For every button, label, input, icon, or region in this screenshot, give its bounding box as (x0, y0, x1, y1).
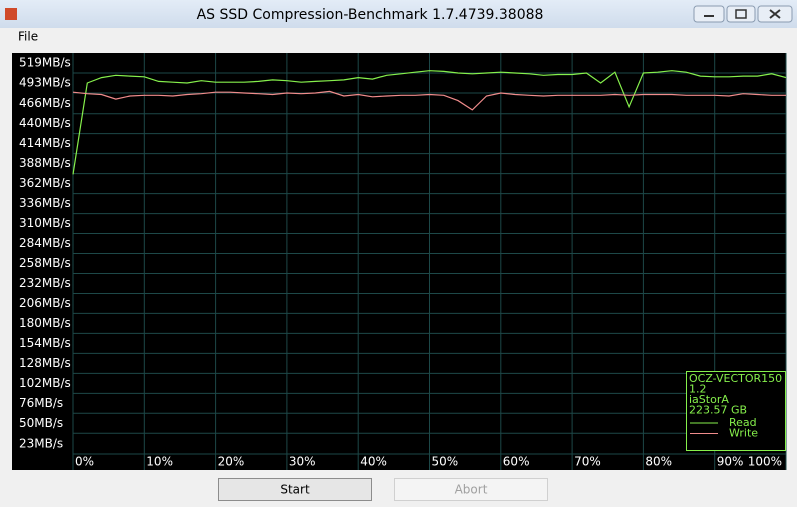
y-tick-label: 362MB/s (19, 176, 71, 190)
y-tick-label: 493MB/s (19, 75, 71, 89)
x-tick-label: 0% (75, 455, 94, 469)
minimize-button[interactable] (693, 5, 725, 23)
x-tick-label: 70% (574, 455, 601, 469)
menu-file[interactable]: File (18, 30, 38, 44)
series-line (72, 90, 786, 111)
x-tick-label: 100% (748, 455, 782, 469)
start-button[interactable] (218, 478, 372, 501)
x-tick-label: 40% (360, 455, 387, 469)
y-tick-label: 284MB/s (19, 236, 71, 250)
legend-info: iaStorA (689, 393, 729, 406)
y-tick-label: 258MB/s (19, 256, 71, 270)
x-tick-label: 80% (645, 455, 672, 469)
y-tick-label: 76MB/s (19, 396, 63, 410)
x-tick-label: 30% (289, 455, 316, 469)
maximize-button[interactable] (726, 5, 756, 23)
abort-button (394, 478, 548, 501)
x-tick-label: 10% (146, 455, 173, 469)
series-line (72, 70, 787, 175)
legend-info: OCZ-VECTOR150 (689, 372, 782, 385)
y-tick-label: 310MB/s (19, 216, 71, 230)
legend-info: 223.57 GB (689, 404, 747, 417)
y-tick-label: 102MB/s (19, 376, 71, 390)
abort-label: Abort (455, 483, 488, 497)
title-bar (0, 0, 797, 28)
x-tick-label: 90% (717, 455, 744, 469)
y-tick-label: 50MB/s (19, 416, 63, 430)
y-tick-label: 466MB/s (19, 96, 71, 110)
y-tick-label: 388MB/s (19, 156, 71, 170)
plot-bg (12, 53, 786, 470)
chart: 519MB/s 493MB/s 466MB/s 440MB/s 414MB/s 388MB… (19, 53, 787, 470)
x-tick-label: 60% (503, 455, 530, 469)
maximize-icon (735, 9, 747, 19)
legend-box (686, 371, 786, 451)
y-tick-label: 519MB/s (19, 56, 71, 70)
app-icon (5, 8, 17, 20)
y-tick-label: 180MB/s (19, 316, 71, 330)
legend-label: Read (729, 416, 757, 429)
y-tick-label: 336MB/s (19, 196, 71, 210)
x-tick-label: 50% (432, 455, 459, 469)
legend-info: 1.2 (689, 383, 707, 396)
y-tick-label: 23MB/s (19, 437, 63, 451)
y-tick-label: 232MB/s (19, 276, 71, 290)
x-tick-label: 20% (218, 455, 245, 469)
y-tick-label: 206MB/s (19, 296, 71, 310)
y-tick-label: 440MB/s (19, 116, 71, 130)
legend-label: Write (729, 427, 758, 440)
close-icon (769, 9, 781, 19)
y-tick-label: 128MB/s (19, 356, 71, 370)
window-title: AS SSD Compression-Benchmark 1.7.4739.38… (197, 7, 544, 23)
start-label: Start (280, 483, 310, 497)
y-tick-label: 154MB/s (19, 336, 71, 350)
y-tick-label: 414MB/s (19, 136, 71, 150)
